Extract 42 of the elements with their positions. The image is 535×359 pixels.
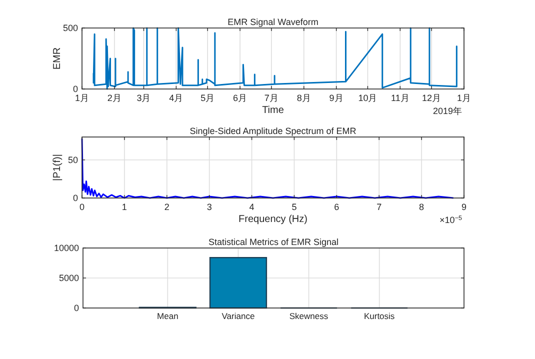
x-axis-title: Frequency (Hz) (238, 214, 308, 225)
x-tick-label: 9 (461, 202, 467, 212)
y-axis-title: |P1(f)| (52, 154, 63, 181)
x-tick-label: 5 (292, 202, 297, 212)
x-tick-label: 6月 (233, 93, 248, 103)
chart-title: Single-Sided Amplitude Spectrum of EMR (190, 126, 357, 136)
x-tick-label: 5月 (200, 93, 215, 103)
x-axis-title: Time (262, 105, 284, 116)
x-tick-label: 7 (376, 202, 382, 212)
chart-title: Statistical Metrics of EMR Signal (208, 237, 339, 247)
x-tick-label: 2 (164, 202, 170, 212)
y-tick-label: 500 (62, 23, 78, 33)
text: 2019年 (432, 106, 462, 116)
y-axis-title: EMR (52, 47, 63, 70)
y-tick-label: 0 (72, 193, 78, 203)
text: ×10$^{−5}$ (440, 214, 462, 225)
y-tick-label: 0 (74, 303, 79, 313)
chart-title: EMR Signal Waveform (228, 17, 318, 27)
x-tick-label: 7月 (264, 93, 278, 103)
x-tick-label: Mean (157, 311, 179, 321)
x-tick-label: Variance (222, 311, 255, 321)
x-tick-label: 8月 (296, 93, 311, 103)
x-tick-label: 4 (249, 202, 254, 212)
x-tick-label: Skewness (289, 311, 328, 321)
x-tick-label: 12月 (422, 93, 442, 103)
x-tick-label: 1月 (456, 93, 472, 103)
x-tick-label: 2月 (107, 93, 122, 103)
y-tick-label: 5000 (58, 273, 79, 283)
x-tick-label: 6 (334, 202, 340, 212)
y-tick-label: 10000 (54, 243, 79, 253)
x-tick-label: 3月 (136, 93, 151, 103)
x-tick-label: 1 (122, 202, 127, 212)
x-tick-label: 9月 (329, 93, 344, 103)
y-tick-label: 0 (72, 84, 78, 94)
x-tick-label: 4月 (169, 93, 184, 103)
x-tick-label: Kurtosis (364, 311, 395, 321)
x-tick-label: 10月 (358, 93, 378, 103)
x-tick-label: 1月 (74, 93, 90, 103)
x-tick-label: 8 (419, 202, 424, 212)
y-tick-label: 50 (68, 154, 78, 165)
x-tick-label: 11月 (390, 93, 410, 103)
x-tick-label: 3 (206, 202, 212, 212)
